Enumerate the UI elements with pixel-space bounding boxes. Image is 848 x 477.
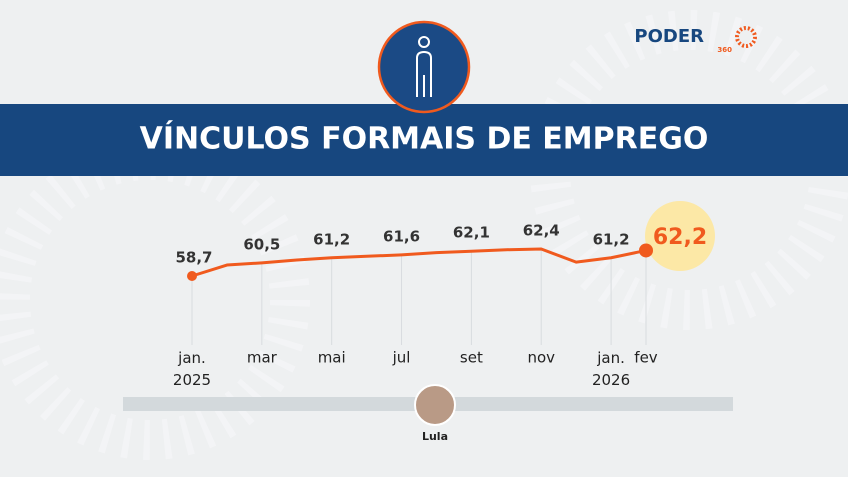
x-tick-label: mai (318, 349, 346, 367)
title-band (0, 104, 848, 176)
data-label: 61,6 (383, 227, 420, 245)
data-label: 62,2 (653, 225, 707, 250)
logo-sun (735, 26, 757, 48)
logo-sub: 360 (717, 46, 732, 54)
person-name: Lula (422, 430, 448, 443)
line (191, 247, 647, 278)
person-photo (414, 384, 456, 426)
x-tick-label: nov (527, 349, 555, 367)
x-tick-label: jan. 2025 (173, 349, 211, 389)
data-label: 58,7 (175, 249, 212, 267)
x-tick-label: mar (247, 349, 278, 367)
x-tick-label: set (460, 349, 483, 367)
logo: PODER (634, 26, 704, 47)
person-icon (416, 36, 432, 97)
data-label: 62,4 (523, 222, 560, 240)
data-label: 61,2 (313, 230, 350, 248)
x-tick-label: jul (392, 349, 411, 367)
data-label: 60,5 (243, 235, 280, 253)
point (639, 243, 653, 258)
x-tick-label: jan. 2026 (592, 349, 630, 389)
data-label: 62,1 (453, 224, 490, 242)
highlight (645, 201, 715, 271)
icon-circle (377, 20, 471, 114)
x-tick-label: fev (634, 349, 658, 367)
chart-title: VÍNCULOS FORMAIS DE EMPREGO (140, 121, 709, 157)
point (187, 271, 197, 281)
data-label: 61,2 (593, 230, 630, 248)
